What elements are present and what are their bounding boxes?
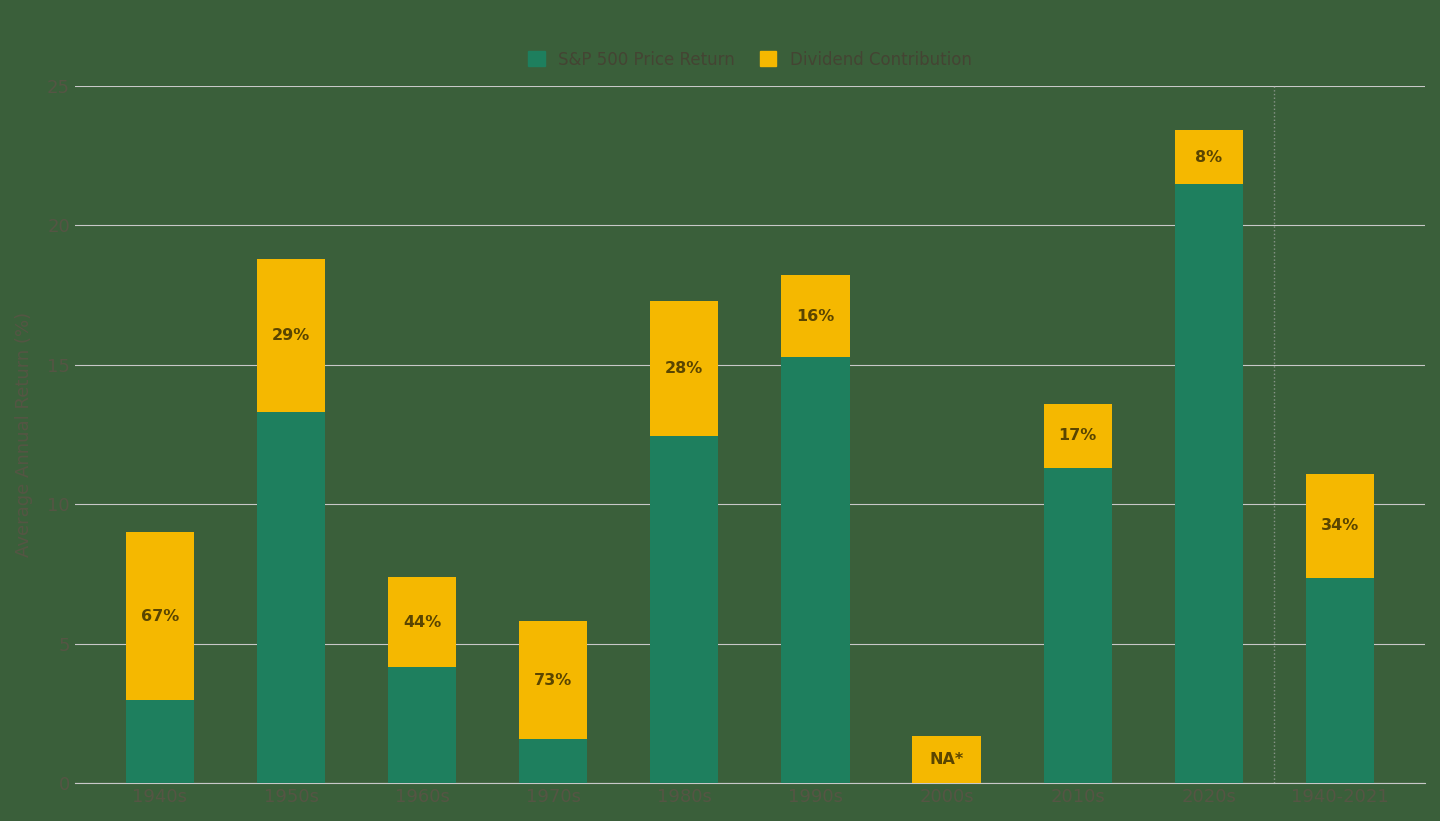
Text: 44%: 44% xyxy=(403,615,441,630)
Text: 34%: 34% xyxy=(1320,518,1359,534)
Bar xyxy=(1044,468,1112,783)
Bar xyxy=(520,740,588,783)
Text: 73%: 73% xyxy=(534,673,572,688)
Text: 67%: 67% xyxy=(141,608,179,624)
Bar xyxy=(256,412,325,783)
Text: 17%: 17% xyxy=(1058,429,1097,443)
Y-axis label: Average Annual Return (%): Average Annual Return (%) xyxy=(14,312,33,557)
Bar xyxy=(782,276,850,356)
Bar xyxy=(256,259,325,412)
Bar xyxy=(125,700,194,783)
Legend: S&P 500 Price Return, Dividend Contribution: S&P 500 Price Return, Dividend Contribut… xyxy=(521,44,978,76)
Text: 28%: 28% xyxy=(665,360,704,375)
Text: NA*: NA* xyxy=(929,752,963,767)
Text: 29%: 29% xyxy=(272,328,310,343)
Bar xyxy=(651,300,719,436)
Bar xyxy=(1175,131,1243,184)
Bar xyxy=(1306,578,1374,783)
Bar xyxy=(782,356,850,783)
Bar xyxy=(387,576,456,667)
Bar xyxy=(1044,404,1112,468)
Bar xyxy=(651,436,719,783)
Bar xyxy=(913,736,981,783)
Text: 16%: 16% xyxy=(796,309,835,323)
Bar xyxy=(1175,184,1243,783)
Bar xyxy=(125,532,194,700)
Bar xyxy=(520,621,588,740)
Bar xyxy=(1306,474,1374,578)
Text: 8%: 8% xyxy=(1195,149,1223,164)
Bar xyxy=(387,667,456,783)
